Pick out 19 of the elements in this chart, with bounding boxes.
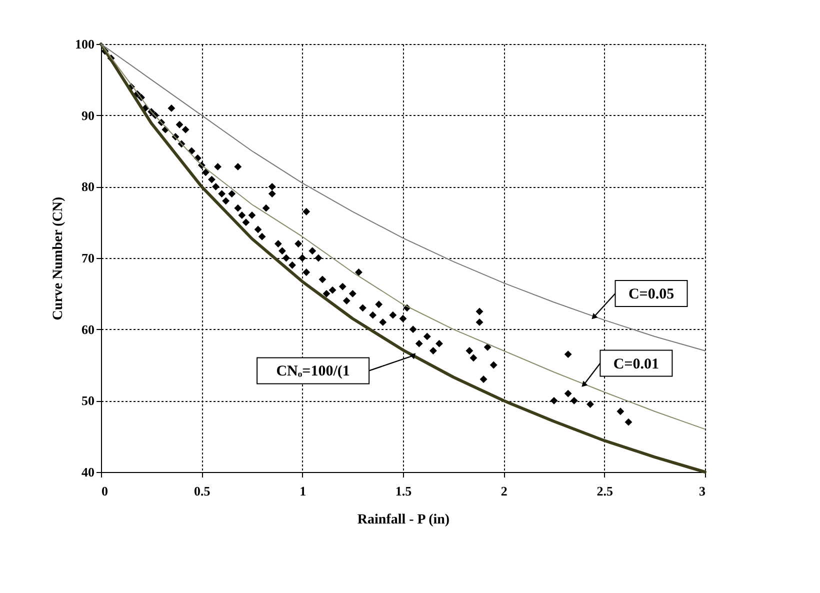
annotation: CNₒ=100/(1 <box>276 364 350 380</box>
y-tick-label: 80 <box>82 179 94 194</box>
x-axis-title: Rainfall - P (in) <box>357 512 450 528</box>
y-tick-label: 40 <box>82 464 94 480</box>
y-tick-label: 60 <box>82 322 94 337</box>
annotation: C=0.01 <box>613 356 660 372</box>
y-tick-label: 100 <box>75 36 94 52</box>
x-tick-label: 3 <box>699 484 706 498</box>
annotation: C=0.05 <box>628 286 674 302</box>
x-tick-label: 2 <box>500 484 508 498</box>
y-axis-title: Curve Number (CN) <box>51 196 66 320</box>
x-tick-label: 1 <box>300 484 306 498</box>
y-tick-label: 90 <box>82 108 94 123</box>
x-tick-label: 0 <box>102 484 108 498</box>
y-tick-label: 70 <box>82 250 94 266</box>
x-tick-label: 2.5 <box>596 484 614 498</box>
y-tick-label: 50 <box>82 393 94 408</box>
x-tick-label: 0.5 <box>194 484 211 498</box>
x-tick-label: 1.5 <box>395 484 412 498</box>
